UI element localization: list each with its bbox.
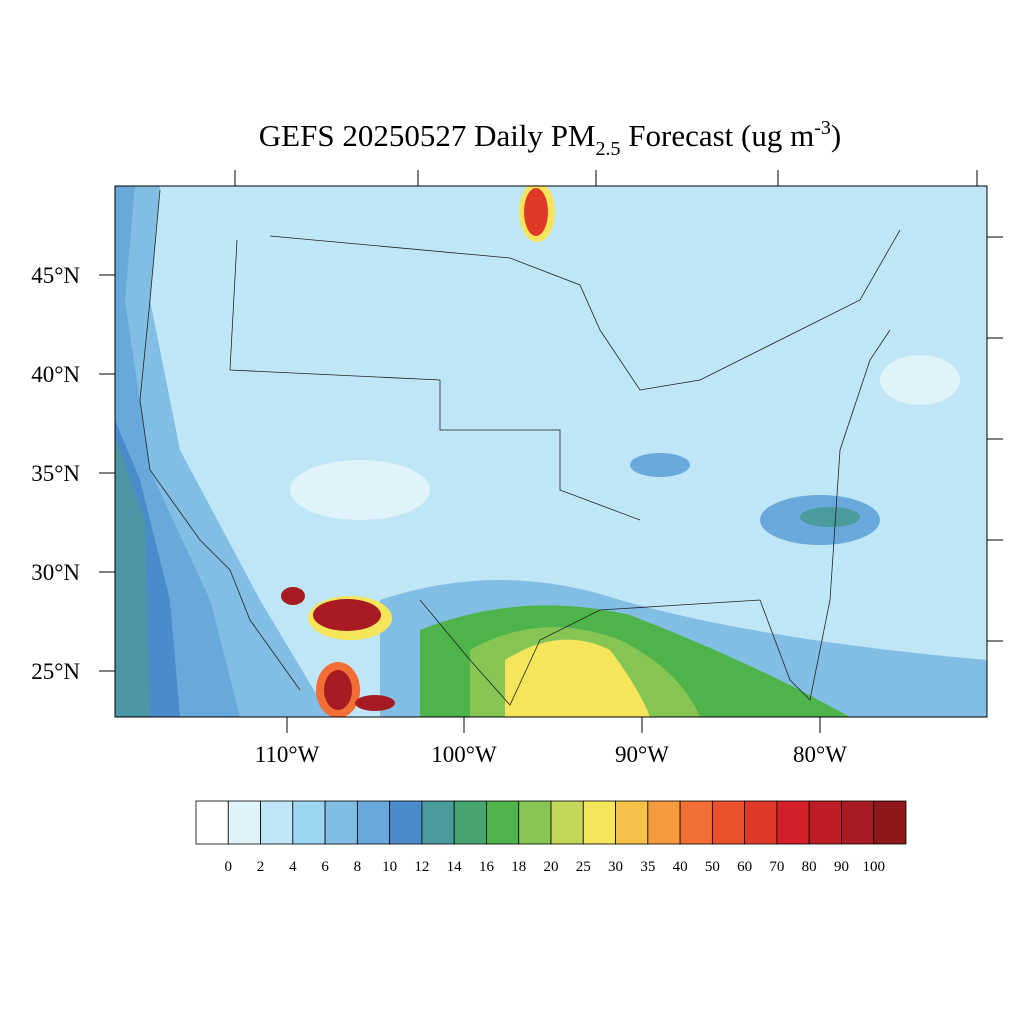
colorbar-box: [518, 800, 552, 845]
colorbar-label: 16: [479, 859, 495, 875]
colorbar-label: 0: [225, 859, 233, 875]
colorbar-label: 20: [544, 859, 559, 875]
colorbar-box: [776, 800, 810, 845]
map-frame-ticks: [234, 170, 1003, 642]
map-field: [115, 186, 987, 717]
colorbar-label: 40: [673, 859, 688, 875]
colorbar-box: [679, 800, 713, 845]
title-sup: -3: [814, 117, 831, 139]
colorbar-label: 30: [608, 859, 623, 875]
colorbar-box: [582, 800, 616, 845]
colorbar-box: [808, 800, 842, 845]
colorbar-box: [647, 800, 681, 845]
title-end: ): [831, 118, 841, 153]
title: GEFS 20250527 Daily PM2.5 Forecast (ug m…: [259, 117, 841, 160]
colorbar-box: [260, 800, 294, 845]
title-mid: Forecast (ug m: [621, 118, 815, 153]
colorbar: 0 2 4 6 8 10 12 14 16 18 20 25 30 35 40 50 60 70 80 90 100: [195, 800, 907, 875]
colorbar-label: 8: [354, 859, 362, 875]
lat-label: 30°N: [31, 560, 80, 585]
lon-label: 100°W: [431, 742, 497, 767]
map-outlines: [139, 189, 901, 706]
colorbar-box: [873, 800, 907, 845]
colorbar-box: [550, 800, 584, 845]
colorbar-label: 80: [802, 859, 817, 875]
colorbar-label: 12: [414, 859, 429, 875]
colorbar-box: [453, 800, 487, 845]
colorbar-box: [421, 800, 455, 845]
colorbar-label: 70: [769, 859, 784, 875]
lat-label: 40°N: [31, 362, 80, 387]
lon-label: 90°W: [615, 742, 669, 767]
colorbar-label: 6: [321, 859, 329, 875]
map-frame: [114, 185, 988, 718]
lat-label: 35°N: [31, 461, 80, 486]
colorbar-box: [324, 800, 358, 845]
colorbar-label: 100: [862, 859, 885, 875]
colorbar-box: [615, 800, 649, 845]
colorbar-label: 2: [257, 859, 265, 875]
lat-label: 45°N: [31, 263, 80, 288]
colorbar-label: 50: [705, 859, 720, 875]
colorbar-label: 4: [289, 859, 297, 875]
lon-label: 80°W: [793, 742, 847, 767]
colorbar-box: [292, 800, 326, 845]
title-main: GEFS 20250527 Daily PM: [259, 118, 596, 153]
colorbar-box: [389, 800, 423, 845]
colorbar-label: 90: [834, 859, 849, 875]
colorbar-box: [356, 800, 391, 845]
colorbar-box: [744, 800, 778, 845]
lon-label: 110°W: [255, 742, 320, 767]
title-sub: 2.5: [596, 138, 621, 160]
colorbar-label: 35: [640, 859, 655, 875]
colorbar-label: 60: [737, 859, 752, 875]
colorbar-label: 14: [447, 859, 463, 875]
colorbar-box: [841, 800, 875, 845]
lat-label: 25°N: [31, 659, 80, 684]
colorbar-label: 10: [382, 859, 397, 875]
colorbar-box: [711, 800, 746, 845]
colorbar-label: 18: [511, 859, 526, 875]
colorbar-box: [227, 800, 261, 845]
colorbar-box: [486, 800, 520, 845]
colorbar-box: [195, 800, 229, 845]
colorbar-label: 25: [576, 859, 591, 875]
